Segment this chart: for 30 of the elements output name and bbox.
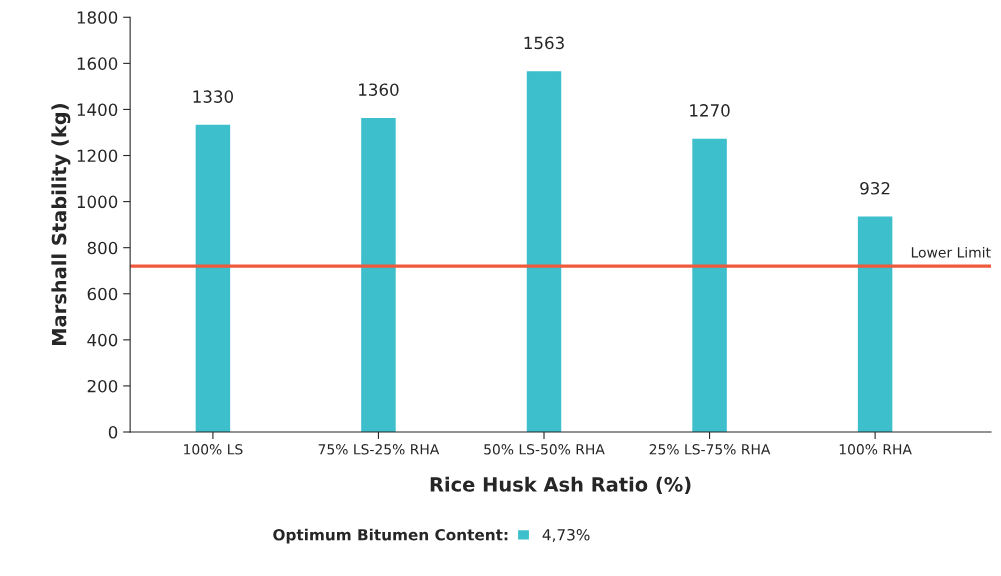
x-tick-label: 50% LS-50% RHA — [484, 444, 605, 455]
bar — [692, 138, 727, 432]
x-axis-title: Rice Husk Ash Ratio (%) — [430, 476, 691, 495]
data-label: 1360 — [359, 83, 399, 96]
y-tick-label: 1400 — [77, 103, 118, 117]
bar — [361, 117, 396, 432]
y-tick-label: 200 — [87, 379, 118, 393]
x-tick-label: 25% LS-75% RHA — [649, 444, 771, 455]
data-label: 1563 — [524, 36, 564, 50]
x-tick-label: 75% LS-25% RHA — [318, 444, 440, 455]
y-tick-label: 1200 — [77, 149, 118, 163]
y-tick-label: 1800 — [77, 11, 118, 24]
data-label: 1330 — [193, 90, 234, 103]
legend-label: 4,73% — [542, 528, 590, 543]
bar — [195, 124, 231, 432]
y-tick-label: 600 — [87, 287, 118, 301]
legend-title: Optimum Bitumen Content: — [273, 528, 508, 544]
y-tick-label: 1000 — [77, 195, 118, 209]
x-tick-label: 100% RHA — [839, 444, 912, 455]
data-label: 932 — [860, 181, 890, 195]
data-label: 1270 — [690, 104, 730, 117]
y-axis-title: Marshall Stability (kg) — [51, 104, 71, 346]
bar — [526, 71, 562, 432]
y-tick-label: 800 — [87, 241, 118, 255]
bar — [857, 216, 893, 432]
y-tick-label: 1600 — [77, 57, 118, 70]
ref-line-label: Lower Limit — [911, 246, 991, 258]
x-tick-label: 100% LS — [184, 444, 243, 455]
y-tick-label: 0 — [108, 425, 118, 439]
y-tick-label: 400 — [87, 333, 118, 347]
